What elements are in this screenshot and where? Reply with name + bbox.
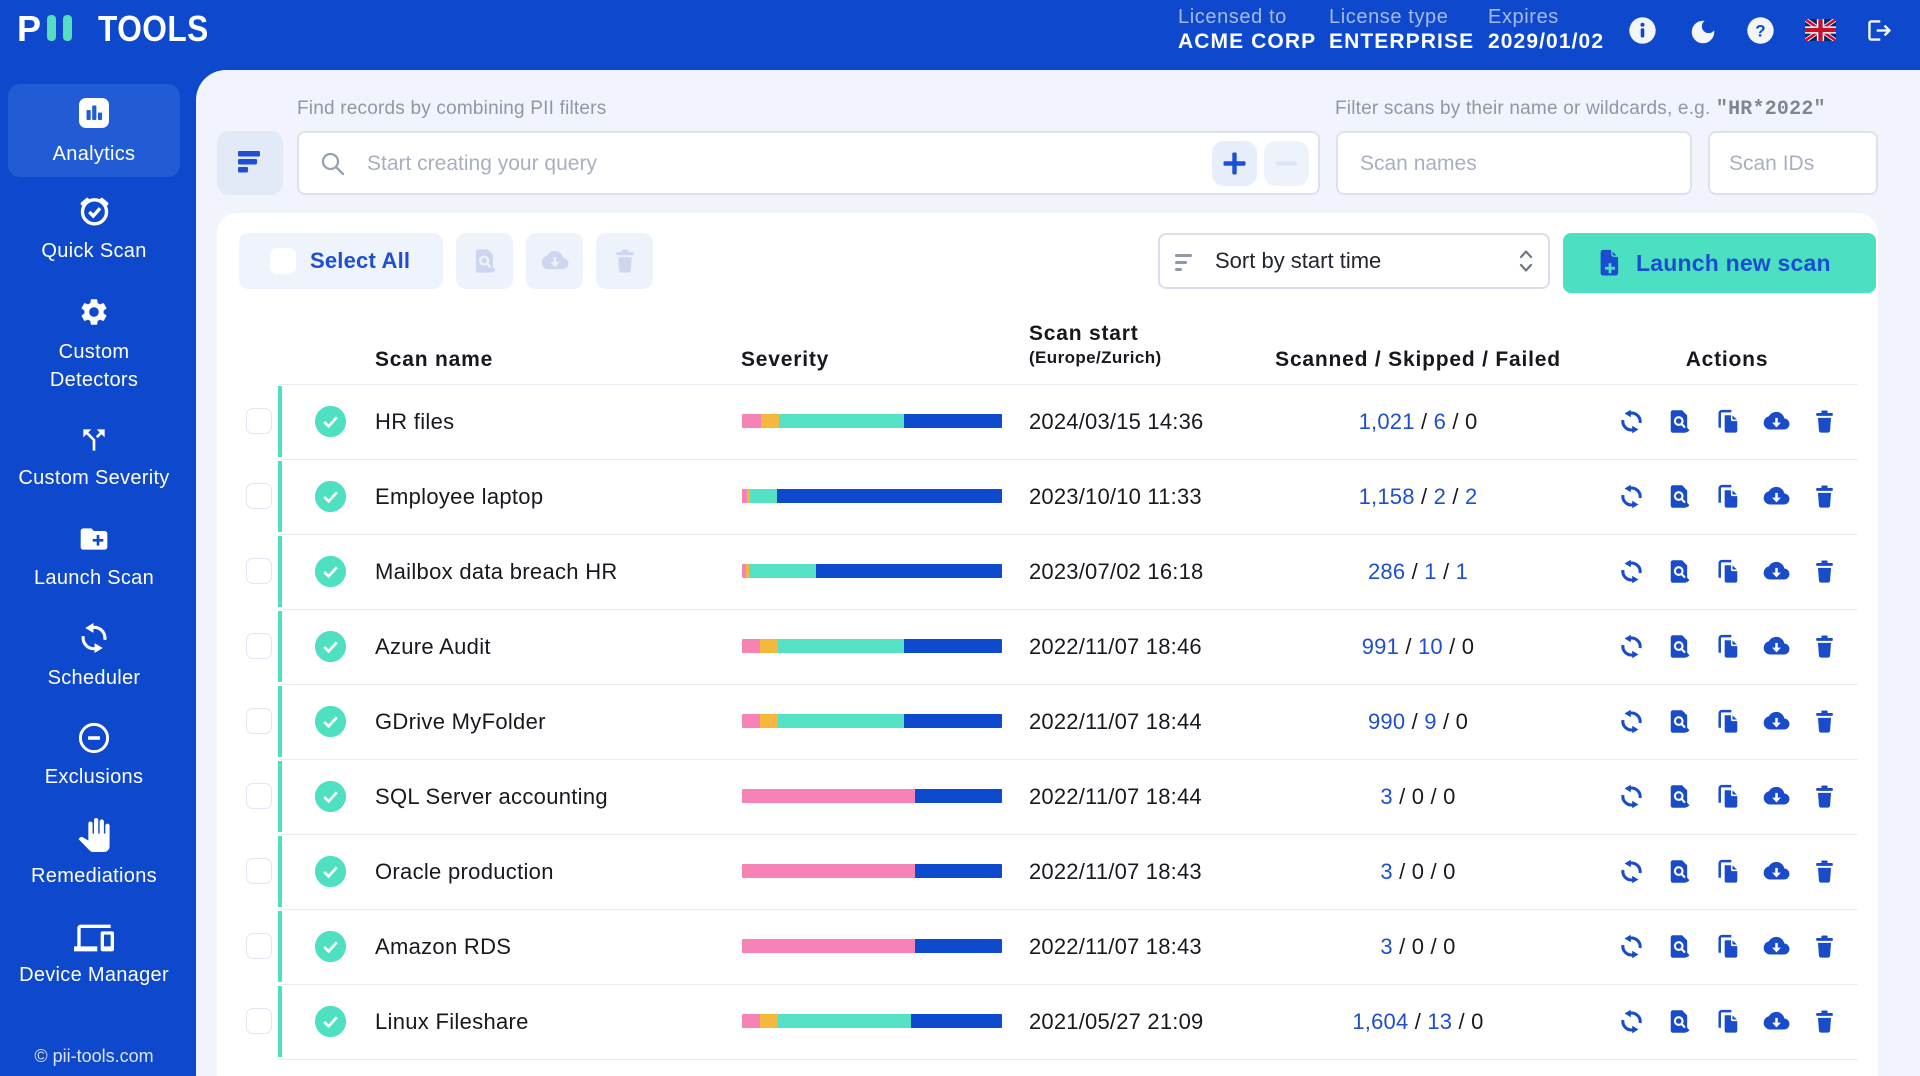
svg-text:?: ? (1755, 22, 1765, 41)
